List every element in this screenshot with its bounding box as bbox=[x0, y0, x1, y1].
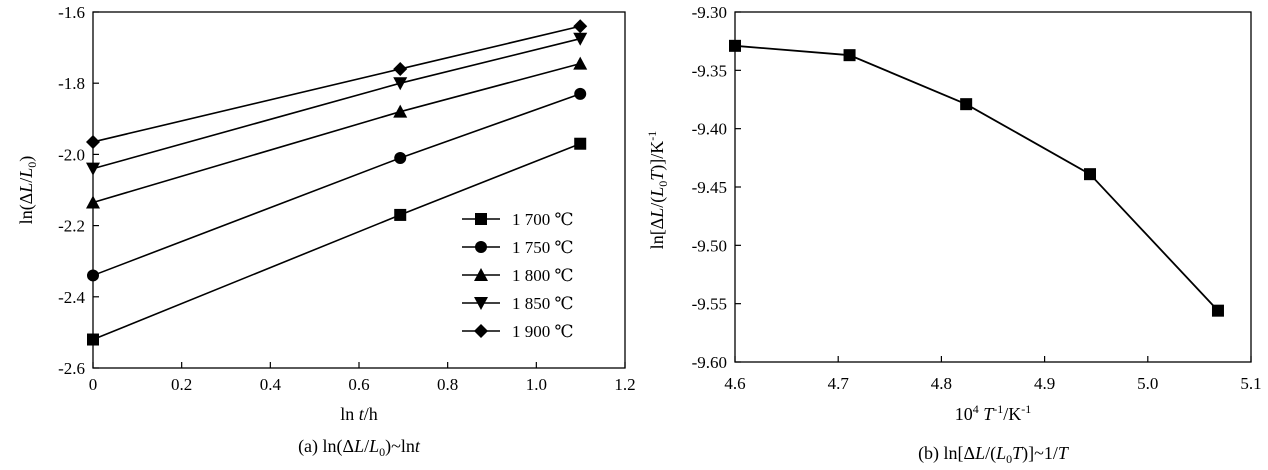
chart-a-x-tick-label: 0 bbox=[89, 375, 98, 394]
chart-a-series-line bbox=[92, 37, 581, 170]
chart-a-series-line bbox=[92, 25, 581, 143]
chart-a-legend-marker bbox=[474, 297, 488, 310]
chart-a-legend-marker bbox=[474, 324, 488, 338]
chart-b-y-tick-label: -9.30 bbox=[692, 3, 727, 22]
chart-a-series bbox=[86, 19, 588, 346]
chart-a-data-point bbox=[393, 77, 408, 91]
chart-a-legend-marker bbox=[474, 268, 488, 281]
chart-a-legend-label: 1 850 ℃ bbox=[512, 294, 574, 313]
chart-a-legend-marker bbox=[475, 213, 487, 225]
chart-b-x-ticks: 4.6 4.7 4.8 4.9 5.0 5.1 bbox=[724, 356, 1262, 393]
chart-a-data-point bbox=[394, 151, 407, 164]
chart-a: 0 0.2 0.4 0.6 0.8 1.0 1.2 -2.6 -2.4 -2.2 -2.0 -1.8… bbox=[16, 3, 636, 459]
chart-a-legend-label: 1 700 ℃ bbox=[512, 210, 574, 229]
chart-b-x-tick-label: 4.8 bbox=[931, 374, 952, 393]
chart-a-legend-marker bbox=[475, 241, 487, 253]
chart-b-data-point bbox=[1211, 304, 1224, 317]
chart-a-series-line bbox=[92, 142, 581, 341]
chart-a-data-point bbox=[574, 87, 587, 100]
chart-a-y-ticks: -2.6 -2.4 -2.2 -2.0 -1.8 -1.6 bbox=[58, 3, 99, 378]
chart-b-data-point bbox=[960, 98, 973, 111]
chart-a-y-tick-label: -1.8 bbox=[58, 74, 85, 93]
chart-a-legend-label: 1 900 ℃ bbox=[512, 322, 574, 341]
chart-a-plot-frame bbox=[92, 11, 626, 369]
chart-a-data-point bbox=[393, 104, 408, 118]
chart-b-data-point bbox=[1084, 168, 1097, 181]
chart-b-series-line bbox=[734, 44, 1219, 312]
chart-a-data-point bbox=[393, 61, 408, 76]
chart-b-x-label: 104 T-1/K-1 bbox=[955, 402, 1032, 424]
chart-a-data-point bbox=[87, 333, 99, 346]
chart-a-y-tick-label: -2.0 bbox=[58, 145, 85, 164]
chart-b-x-tick-label: 4.6 bbox=[724, 374, 745, 393]
chart-a-data-point bbox=[86, 195, 100, 209]
chart-a-data-point bbox=[573, 56, 588, 70]
chart-b-y-tick-label: -9.40 bbox=[692, 120, 727, 139]
chart-b-y-tick-label: -9.45 bbox=[692, 178, 727, 197]
chart-a-y-tick-label: -1.6 bbox=[58, 3, 85, 22]
chart-b-y-tick-label: -9.50 bbox=[692, 236, 727, 255]
chart-a-x-tick-label: 0.2 bbox=[171, 375, 192, 394]
chart-b-x-tick-label: 4.9 bbox=[1034, 374, 1055, 393]
chart-a-y-label: ln(ΔL/L0) bbox=[16, 156, 39, 225]
chart-a-data-point bbox=[574, 137, 587, 150]
chart-a-legend-label: 1 750 ℃ bbox=[512, 238, 574, 257]
chart-b-y-tick-label: -9.55 bbox=[692, 295, 727, 314]
chart-a-y-tick-label: -2.2 bbox=[58, 217, 85, 236]
chart-a-data-point bbox=[86, 162, 100, 176]
chart-a-x-tick-label: 1.0 bbox=[526, 375, 547, 394]
chart-b-series bbox=[729, 39, 1224, 317]
chart-b-x-tick-label: 5.0 bbox=[1137, 374, 1158, 393]
chart-a-data-point bbox=[573, 19, 588, 34]
chart-a-caption: (a) ln(ΔL/L0)~lnt bbox=[298, 436, 421, 459]
chart-a-x-tick-label: 0.4 bbox=[260, 375, 282, 394]
chart-b-x-tick-label: 4.7 bbox=[828, 374, 850, 393]
chart-a-legend: 1 700 ℃ 1 750 ℃ 1 800 ℃ 1 850 ℃ 1 900 ℃ bbox=[462, 210, 574, 341]
chart-a-data-point bbox=[86, 134, 100, 149]
chart-a-data-point bbox=[573, 32, 588, 46]
chart-b-data-point bbox=[729, 39, 741, 52]
chart-a-x-tick-label: 1.2 bbox=[614, 375, 635, 394]
chart-a-y-tick-label: -2.6 bbox=[58, 359, 85, 378]
chart-b-y-tick-label: -9.35 bbox=[692, 61, 727, 80]
chart-a-data-point bbox=[87, 269, 99, 282]
chart-b-y-label: ln[ΔL/(L0T)]/K-1 bbox=[645, 131, 670, 250]
chart-a-x-tick-label: 0.8 bbox=[437, 375, 458, 394]
chart-a-legend-label: 1 800 ℃ bbox=[512, 266, 574, 285]
chart-a-x-ticks: 0 0.2 0.4 0.6 0.8 1.0 1.2 bbox=[89, 362, 636, 394]
chart-b-x-tick-label: 5.1 bbox=[1240, 374, 1261, 393]
chart-a-y-tick-label: -2.4 bbox=[58, 288, 85, 307]
chart-b-plot-frame bbox=[734, 11, 1252, 363]
chart-b-caption: (b) ln[ΔL/(L0T)]~1/T bbox=[918, 443, 1070, 465]
chart-a-series-line bbox=[92, 93, 581, 277]
chart-a-data-point bbox=[394, 208, 407, 221]
chart-b-y-tick-label: -9.60 bbox=[692, 353, 727, 372]
chart-b: 4.6 4.7 4.8 4.9 5.0 5.1 -9.60-9.55-9.50-9.45-… bbox=[645, 3, 1262, 466]
chart-b-data-point bbox=[843, 49, 856, 62]
chart-b-y-ticks: -9.60 -9.55 -9.50 -9.45 -9.40 -9.35 -9.30 bbox=[692, 3, 741, 372]
chart-a-x-tick-label: 0.6 bbox=[348, 375, 369, 394]
chart-a-x-label: ln t/h bbox=[340, 404, 378, 424]
